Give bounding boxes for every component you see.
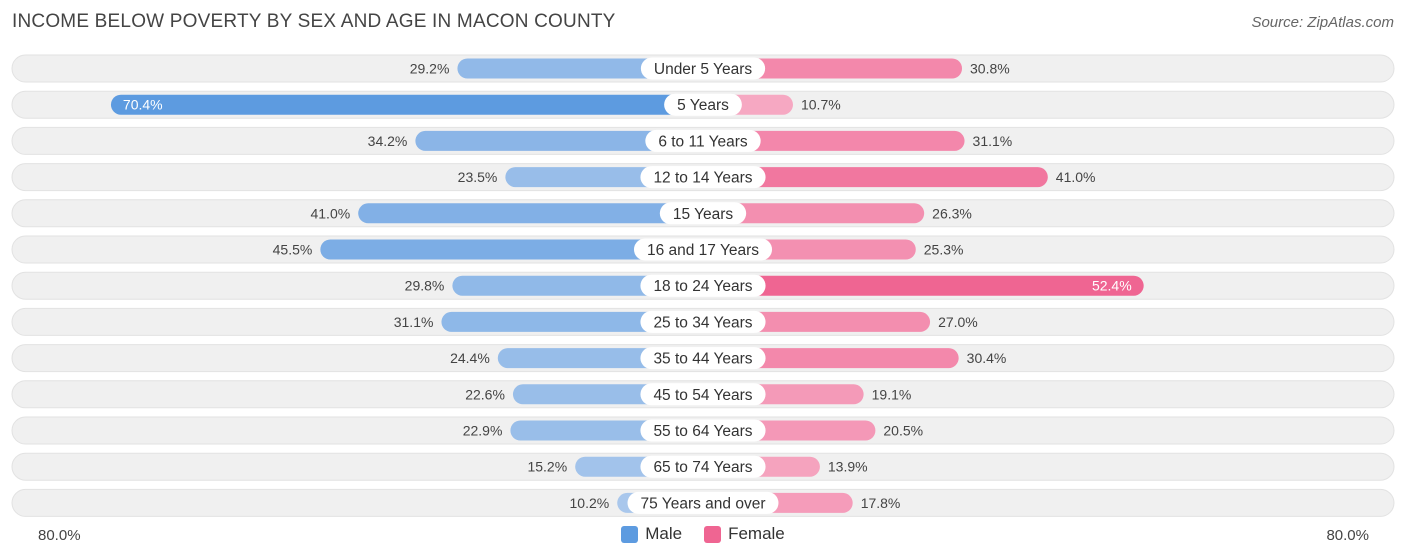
category-pill [640, 383, 766, 406]
category-pill [640, 57, 766, 80]
category-label: 5 Years [677, 97, 729, 114]
category-pill [640, 347, 766, 370]
category-pill [659, 202, 747, 225]
category-pill [640, 419, 766, 442]
male-value-label: 22.6% [465, 386, 505, 402]
category-label: 35 to 44 Years [653, 351, 752, 368]
female-bar [703, 275, 1144, 296]
category-pill [633, 238, 773, 261]
male-value-label: 24.4% [450, 350, 490, 366]
category-label: 25 to 34 Years [653, 314, 752, 331]
category-pill [640, 455, 766, 478]
category-label: 12 to 14 Years [653, 170, 752, 187]
male-value-label: 23.5% [458, 169, 498, 185]
male-value-label: 29.2% [410, 61, 450, 77]
category-label: 45 to 54 Years [653, 387, 752, 404]
male-bar [320, 239, 703, 260]
male-value-label: 31.1% [394, 314, 434, 330]
female-bar [703, 348, 959, 369]
legend-swatch-male [621, 525, 639, 543]
category-label: 16 and 17 Years [647, 242, 759, 259]
male-bar [452, 275, 703, 296]
category-pill [640, 166, 766, 189]
female-value-label: 19.1% [872, 386, 912, 402]
legend-label-male: Male [645, 524, 683, 543]
legend-item-female[interactable]: Female [704, 524, 785, 544]
female-value-label: 52.4% [1092, 278, 1132, 294]
male-value-label: 29.8% [405, 278, 445, 294]
category-label: 65 to 74 Years [653, 459, 752, 476]
category-label: 75 Years and over [641, 495, 766, 512]
female-bar [703, 58, 963, 79]
legend-item-male[interactable]: Male [621, 524, 682, 544]
male-bar [441, 311, 703, 332]
male-value-label: 22.9% [463, 423, 503, 439]
female-value-label: 13.9% [828, 459, 868, 475]
male-bar [110, 94, 704, 115]
legend: Male Female [0, 524, 1406, 544]
category-label: 6 to 11 Years [658, 133, 748, 150]
category-label: Under 5 Years [654, 61, 752, 78]
source-label: Source: ZipAtlas.com [1251, 14, 1394, 31]
category-pill [627, 491, 779, 514]
male-value-label: 45.5% [273, 242, 313, 258]
male-value-label: 41.0% [310, 205, 350, 221]
female-bar [703, 130, 965, 151]
male-value-label: 70.4% [123, 97, 163, 113]
legend-label-female: Female [728, 524, 785, 543]
category-pill [640, 274, 766, 297]
female-value-label: 27.0% [938, 314, 978, 330]
legend-swatch-female [704, 525, 722, 543]
category-label: 15 Years [673, 206, 734, 223]
female-bar [703, 167, 1048, 188]
male-value-label: 10.2% [570, 495, 610, 511]
female-value-label: 30.8% [970, 61, 1010, 77]
male-bar [415, 130, 703, 151]
female-value-label: 17.8% [861, 495, 901, 511]
axis-left-label: 80.0% [38, 527, 81, 544]
chart-title: INCOME BELOW POVERTY BY SEX AND AGE IN M… [12, 11, 616, 32]
female-value-label: 20.5% [883, 423, 923, 439]
female-value-label: 25.3% [924, 242, 964, 258]
category-label: 18 to 24 Years [653, 278, 752, 295]
category-label: 55 to 64 Years [653, 423, 752, 440]
female-value-label: 41.0% [1056, 169, 1096, 185]
category-pill [645, 129, 761, 152]
male-value-label: 34.2% [368, 133, 408, 149]
female-value-label: 10.7% [801, 97, 841, 113]
female-value-label: 30.4% [967, 350, 1007, 366]
female-value-label: 31.1% [973, 133, 1013, 149]
category-pill [664, 93, 742, 116]
male-bar [358, 203, 703, 224]
male-bar [457, 58, 703, 79]
female-value-label: 26.3% [932, 205, 972, 221]
male-value-label: 15.2% [527, 459, 567, 475]
female-bar [703, 203, 925, 224]
category-pill [640, 310, 766, 333]
axis-right-label: 80.0% [1326, 527, 1369, 544]
